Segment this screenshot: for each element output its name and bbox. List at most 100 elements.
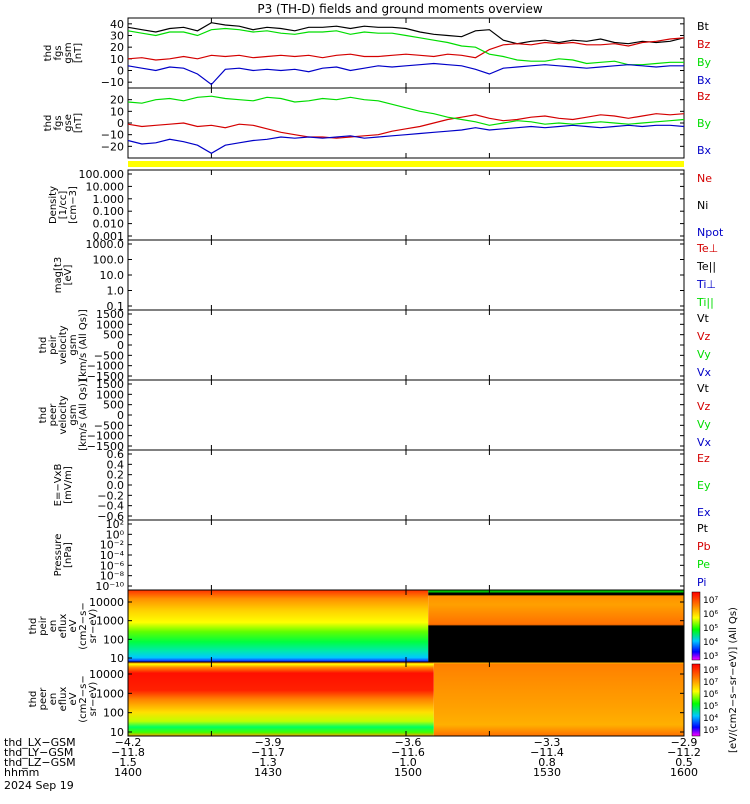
y-axis-label: eV	[68, 692, 79, 705]
y-axis-label: thd	[28, 618, 39, 635]
legend-label: By	[697, 117, 712, 130]
y-tick-label: 0.6	[107, 448, 125, 461]
y-axis-label: gse	[63, 114, 74, 132]
y-tick-label: 10.0	[100, 269, 125, 282]
colorbar-tick-label: 10³	[703, 726, 718, 736]
series-line-Bz	[127, 37, 685, 61]
colorbar-tick-label: 10⁶	[703, 690, 718, 700]
legend-label: Vz	[697, 400, 711, 413]
ly-value: −11.2	[667, 746, 701, 759]
y-tick-label: 10⁻⁸	[100, 570, 125, 583]
lz-value: 0.5	[675, 756, 693, 769]
spectrogram-pre	[128, 590, 429, 662]
chart-title: P3 (TH-D) fields and ground moments over…	[257, 2, 542, 16]
panel-frame	[127, 309, 685, 381]
y-tick-label: 1000	[96, 318, 124, 331]
hhmm-value: 1600	[670, 766, 698, 779]
hhmm-value: 1400	[114, 766, 142, 779]
y-axis-label: eflux	[58, 687, 69, 712]
y-tick-label: 10⁻¹⁰	[95, 580, 124, 593]
y-axis-label: peer	[38, 687, 49, 711]
y-axis-label: sr−eV)	[88, 682, 99, 717]
y-tick-label: −1000	[87, 360, 124, 373]
y-tick-label: 1.0	[107, 285, 125, 298]
y-axis-label: Density	[48, 186, 59, 224]
y-tick-label: 0.0	[107, 479, 125, 492]
legend-label: Bz	[697, 38, 711, 51]
colorbar: 10⁷ 10⁶ 10⁵ 10⁴ 10³ 10⁸ 10⁷ 10⁶ 10⁵ 10⁴ 10³ [eV/(cm…	[691, 591, 739, 753]
y-tick-label: 1500	[96, 378, 124, 391]
legend-label: Pt	[697, 522, 709, 535]
y-tick-label: −1500	[87, 370, 124, 383]
series-line-By	[127, 95, 685, 126]
y-axis-label: [nT]	[73, 43, 84, 63]
y-tick-label: 0.1	[107, 300, 125, 313]
status-bar	[128, 161, 684, 167]
colorbar-label: [eV/(cm2−s−sr−eV)] (All Qs)	[728, 607, 739, 753]
legend-label: Vy	[697, 418, 711, 431]
y-tick-label: 0.4	[107, 458, 125, 471]
y-tick-label: 10	[110, 105, 124, 118]
legend-label: By	[697, 56, 712, 69]
colorbar-lower	[691, 663, 701, 737]
lx-value: −3.6	[395, 736, 422, 749]
y-tick-label: 1.000	[93, 193, 125, 206]
lx-value: −2.9	[671, 736, 698, 749]
y-tick-label: 40	[110, 18, 124, 31]
hhmm-value: 1500	[394, 766, 422, 779]
y-axis-label: gsm	[68, 404, 79, 425]
ly-value: −11.4	[530, 746, 564, 759]
y-axis-label: en	[48, 693, 59, 706]
y-tick-label: −500	[94, 349, 124, 362]
y-tick-label: 10	[110, 726, 124, 739]
spectrogram-post	[428, 590, 684, 662]
y-axis-label: thd	[43, 45, 54, 62]
y-tick-label: 100	[103, 707, 124, 720]
legend-label: Bx	[697, 74, 712, 87]
series-line-Bt	[127, 22, 685, 45]
y-tick-label: 0	[117, 117, 124, 130]
y-tick-label: 10000	[89, 668, 124, 681]
legend-label: Te⊥	[696, 242, 718, 255]
y-axis-label: fgs	[53, 45, 64, 60]
y-tick-label: −0.6	[97, 510, 124, 523]
colorbar-tick-label: 10⁷	[703, 678, 718, 688]
ly-value: −11.6	[391, 746, 425, 759]
y-tick-label: 100.000	[79, 168, 125, 181]
panel-frame	[127, 169, 685, 241]
y-axis-label: en	[48, 620, 59, 633]
y-tick-label: 20	[110, 41, 124, 54]
y-axis-label: [eV]	[63, 265, 74, 286]
legend-label: Te||	[696, 260, 716, 273]
y-tick-label: 1000	[96, 687, 124, 700]
colorbar-tick-label: 10⁶	[703, 610, 718, 620]
legend-label: Bz	[697, 90, 711, 103]
colorbar-tick-label: 10⁴	[703, 638, 718, 648]
lz-value: 1.0	[399, 756, 417, 769]
legend-label: Ni	[697, 199, 708, 212]
y-tick-label: −0.4	[97, 500, 124, 513]
y-axis-label: peir	[48, 334, 59, 354]
legend-label: Vy	[697, 348, 711, 361]
y-tick-label: −1500	[87, 440, 124, 453]
legend-label: Ti⊥	[696, 278, 716, 291]
legend-label: Vz	[697, 330, 711, 343]
y-tick-label: 500	[103, 329, 124, 342]
legend-label: Pb	[697, 540, 711, 553]
y-tick-label: 500	[103, 399, 124, 412]
y-axis-label: mag[t3	[53, 257, 64, 293]
y-tick-label: −20	[101, 140, 124, 153]
legend-label: Npot	[697, 226, 724, 239]
legend-label: Vt	[697, 312, 710, 325]
y-axis-label: E=−VxB	[53, 464, 64, 507]
y-tick-label: 10⁻⁴	[100, 549, 125, 562]
y-axis-label: velocity	[58, 325, 69, 364]
y-axis-label: thd	[38, 337, 49, 354]
lz-value: 1.3	[259, 756, 277, 769]
y-tick-label: 10	[110, 53, 124, 66]
y-axis-label: [nT]	[73, 113, 84, 133]
